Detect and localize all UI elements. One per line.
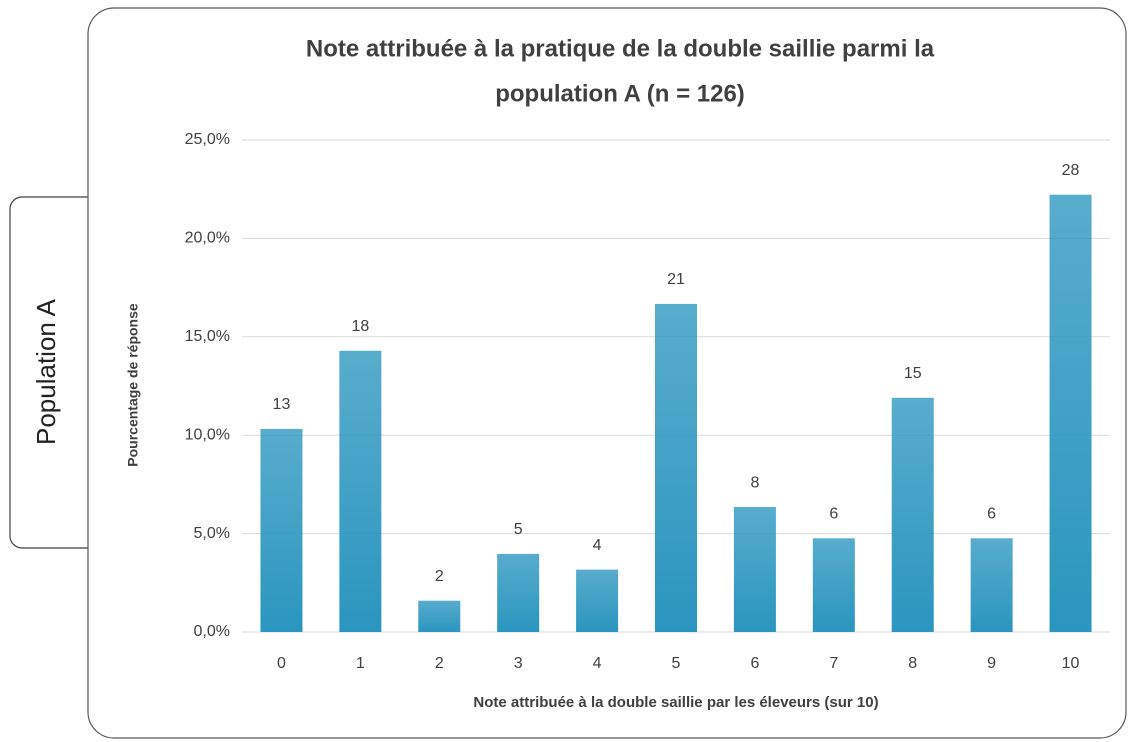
data-label: 2 <box>435 568 444 585</box>
bar <box>260 428 303 632</box>
bar <box>733 507 776 632</box>
x-tick-label: 9 <box>987 655 996 672</box>
x-tick-label: 4 <box>593 655 602 672</box>
x-tick-label: 6 <box>750 655 759 672</box>
data-label: 21 <box>667 271 685 288</box>
x-tick-label: 3 <box>514 655 523 672</box>
panel-label: Population A <box>31 298 61 445</box>
bar <box>418 600 461 632</box>
bar <box>339 350 382 632</box>
bar <box>576 569 619 632</box>
x-tick-label: 7 <box>829 655 838 672</box>
x-tick-label: 2 <box>435 655 444 672</box>
bar <box>497 553 540 632</box>
data-label: 15 <box>904 365 922 382</box>
data-label: 28 <box>1062 162 1080 179</box>
bar <box>1049 194 1092 633</box>
data-label: 4 <box>593 537 602 554</box>
y-tick-label: 20,0% <box>185 230 230 247</box>
bar <box>655 303 697 632</box>
data-label: 13 <box>273 396 291 413</box>
data-label: 5 <box>514 521 523 538</box>
y-tick-label: 25,0% <box>185 131 230 148</box>
x-tick-label: 8 <box>908 655 917 672</box>
y-tick-label: 0,0% <box>194 623 230 640</box>
bar <box>812 538 855 632</box>
x-tick-label: 0 <box>277 655 286 672</box>
x-axis-label: Note attribuée à la double saillie par l… <box>473 694 878 711</box>
y-tick-label: 15,0% <box>185 328 230 345</box>
y-axis-label: Pourcentage de réponse <box>125 303 141 467</box>
y-tick-label: 10,0% <box>185 426 230 443</box>
x-tick-label: 1 <box>356 655 365 672</box>
x-tick-label: 5 <box>672 655 681 672</box>
data-label: 8 <box>750 474 759 491</box>
bar <box>891 397 934 632</box>
x-tick-label: 10 <box>1062 655 1080 672</box>
y-tick-label: 5,0% <box>194 525 230 542</box>
chart-title: Note attribuée à la pratique de la doubl… <box>306 35 935 62</box>
bar <box>970 538 1013 632</box>
data-label: 18 <box>351 318 369 335</box>
data-label: 6 <box>987 506 996 523</box>
chart-title: population A (n = 126) <box>495 80 745 107</box>
data-label: 6 <box>829 506 838 523</box>
